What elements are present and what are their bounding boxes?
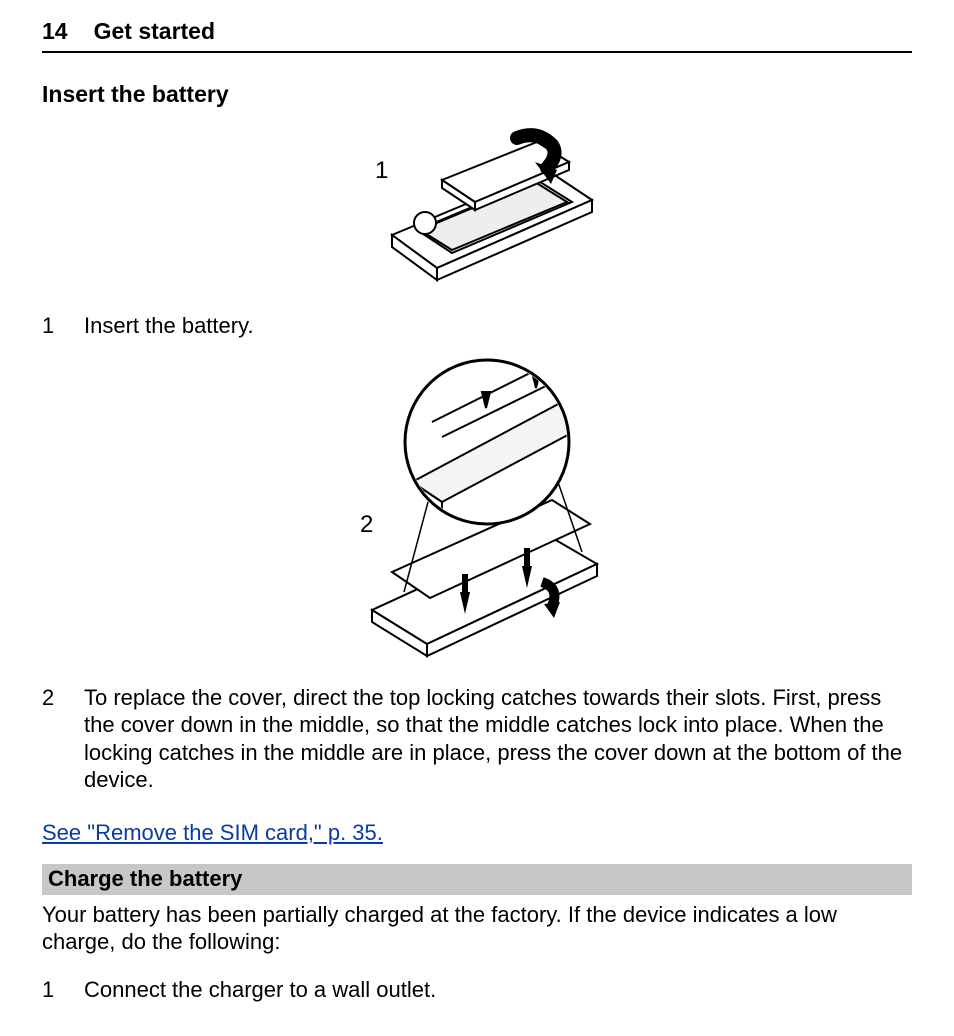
section-title-insert-battery: Insert the battery	[42, 81, 912, 108]
cover-diagram-icon: 2	[332, 352, 622, 662]
step-number: 1	[42, 976, 60, 1004]
step-number: 1	[42, 312, 60, 340]
chapter-title: Get started	[94, 18, 215, 45]
figure-callout-1: 1	[375, 157, 388, 184]
page-number: 14	[42, 18, 68, 45]
page-header: 14 Get started	[42, 18, 912, 53]
step-text: To replace the cover, direct the top loc…	[84, 684, 912, 794]
step-text: Connect the charger to a wall outlet.	[84, 976, 912, 1004]
figure-callout-2: 2	[360, 511, 373, 538]
step-number: 2	[42, 684, 60, 794]
page: 14 Get started Insert the battery	[0, 0, 954, 1035]
figure-replace-cover: 2	[42, 352, 912, 662]
section-title-charge-battery: Charge the battery	[42, 864, 912, 895]
figure-insert-battery: 1	[42, 120, 912, 290]
step-1: 1 Insert the battery.	[42, 312, 912, 340]
charge-intro-text: Your battery has been partially charged …	[42, 901, 912, 956]
battery-diagram-icon: 1	[347, 120, 607, 290]
xref-remove-sim[interactable]: See "Remove the SIM card," p. 35.	[42, 820, 383, 846]
step-2: 2 To replace the cover, direct the top l…	[42, 684, 912, 794]
charge-step-1: 1 Connect the charger to a wall outlet.	[42, 976, 912, 1004]
step-text: Insert the battery.	[84, 312, 912, 340]
